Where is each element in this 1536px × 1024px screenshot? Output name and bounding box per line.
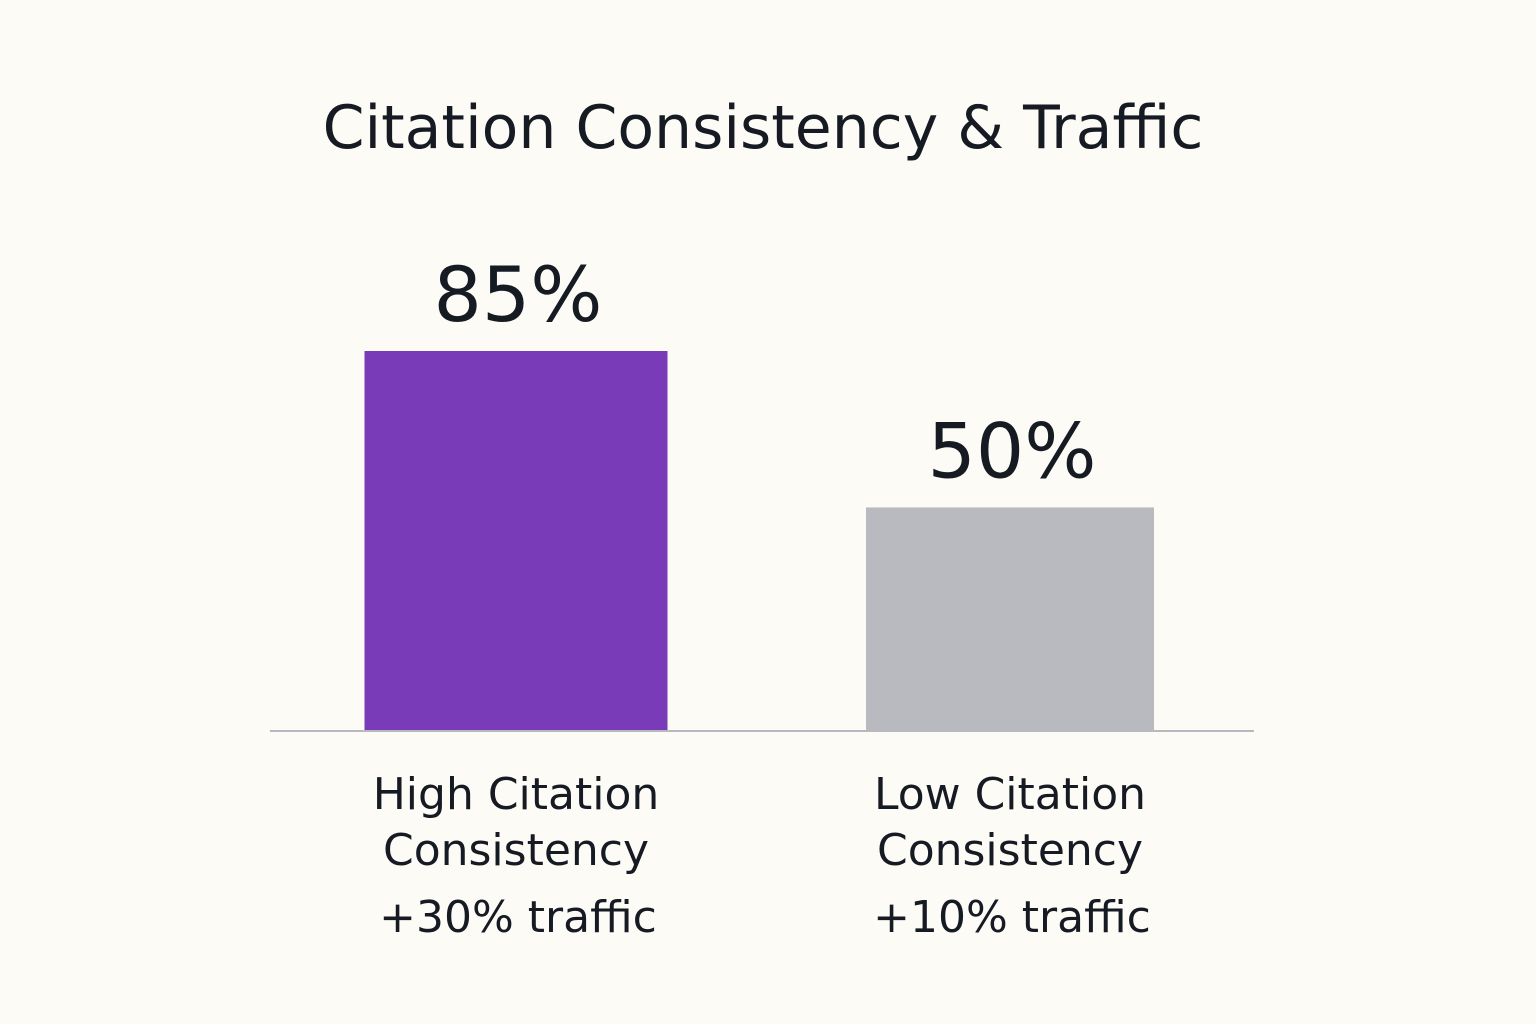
category-label-line: High Citation	[373, 769, 660, 820]
category-label-line: Low Citation	[874, 769, 1146, 820]
bar-2	[866, 507, 1154, 731]
chart-title: Citation Consistency & Traffic	[323, 93, 1204, 163]
traffic-annotation: +30% traffic	[379, 892, 657, 943]
bars-layer	[364, 351, 1154, 731]
traffic-annotation: +10% traffic	[873, 892, 1151, 943]
bar-value-label: 85%	[434, 250, 603, 339]
bar-value-label: 50%	[928, 406, 1097, 495]
category-label-line: Consistency	[877, 825, 1143, 876]
category-label-line: Consistency	[383, 825, 649, 876]
bar-1	[364, 351, 668, 731]
